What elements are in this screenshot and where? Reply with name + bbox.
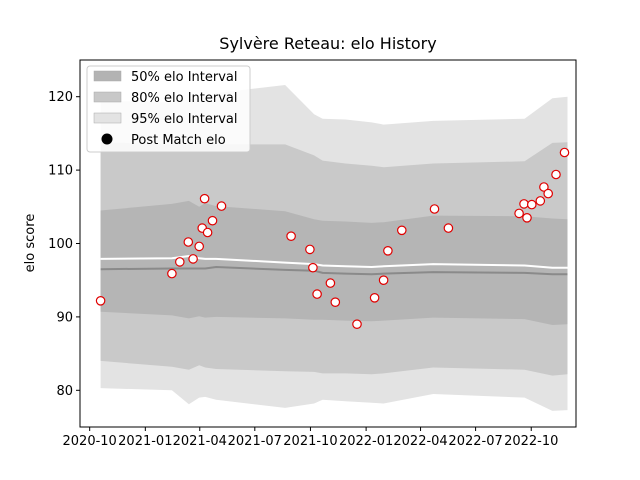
post-match-elo-point	[207, 215, 218, 226]
median-line	[100, 265, 568, 276]
post-match-elo-point	[429, 204, 440, 214]
x-tick-label: 2021-10	[283, 434, 337, 449]
x-tick-label: 2022-07	[448, 434, 502, 449]
post-match-elo-point	[175, 257, 185, 267]
y-tick-label: 120	[48, 90, 73, 105]
post-match-elo-point	[535, 196, 546, 206]
post-match-elo-point	[551, 169, 561, 180]
x-tick-label: 2020-10	[63, 434, 117, 449]
legend-label: Post Match elo	[131, 133, 226, 148]
post-match-elo-point	[396, 225, 407, 236]
x-tick-label: 2021-01	[118, 434, 172, 449]
axes: 2020-10 2021-01 2021-04 2021-07 2021-10 2022-…	[48, 59, 577, 449]
legend: 50% elo Interval 80% elo Interval 95% elo …	[86, 65, 251, 153]
post-match-elo-point	[559, 147, 570, 158]
post-match-elo-point	[443, 223, 454, 233]
post-match-elo-point	[539, 182, 549, 192]
y-tick-label: 80	[56, 384, 73, 399]
post-match-elo-point	[286, 231, 296, 241]
plot-area	[95, 85, 570, 411]
post-match-elo-point	[330, 297, 341, 307]
post-match-elo-point	[188, 254, 198, 264]
post-match-elo-point	[194, 241, 204, 252]
post-match-elo-point	[312, 289, 322, 299]
post-match-elo-point	[202, 227, 213, 238]
legend-marker	[101, 133, 113, 145]
post-match-elo-point	[378, 275, 389, 285]
legend-swatch	[93, 70, 122, 82]
x-tick-label: 2021-07	[228, 434, 282, 449]
legend-label: 50% elo Interval	[131, 70, 238, 85]
post-match-elo-point	[95, 295, 106, 306]
post-match-elo-point	[352, 319, 362, 329]
post-match-elo-point	[526, 199, 537, 210]
legend-label: 95% elo Interval	[131, 112, 238, 127]
y-axis-label: elo score	[23, 214, 38, 273]
legend-swatch	[93, 91, 122, 103]
post-match-elo-point	[519, 199, 529, 209]
legend-box	[86, 65, 251, 153]
y-tick-label: 90	[56, 310, 73, 325]
post-match-elo-point	[199, 193, 210, 204]
post-match-elo-point	[305, 244, 315, 255]
post-match-elo-point	[522, 213, 532, 223]
y-tick-label: 110	[48, 164, 73, 179]
post-match-elo-point	[167, 268, 177, 279]
post-match-elo-point	[369, 292, 380, 303]
x-tick-label: 2022-10	[504, 434, 558, 449]
x-tick-label: 2022-04	[393, 434, 447, 449]
x-tick-label: 2022-01	[339, 434, 393, 449]
post-match-elo-point	[183, 237, 194, 247]
x-tick-label: 2021-04	[173, 434, 227, 449]
y-tick-label: 100	[48, 237, 73, 252]
post-match-elo-point	[383, 246, 393, 256]
legend-swatch	[93, 112, 122, 124]
post-match-elo-point	[543, 188, 553, 199]
chart-title: Sylvère Reteau: elo History	[219, 34, 436, 53]
post-match-elo-point	[308, 262, 318, 273]
post-match-elo-point	[325, 278, 336, 288]
legend-label: 80% elo Interval	[131, 91, 238, 106]
post-match-elo-point	[514, 208, 524, 219]
post-match-elo-point	[216, 201, 227, 211]
